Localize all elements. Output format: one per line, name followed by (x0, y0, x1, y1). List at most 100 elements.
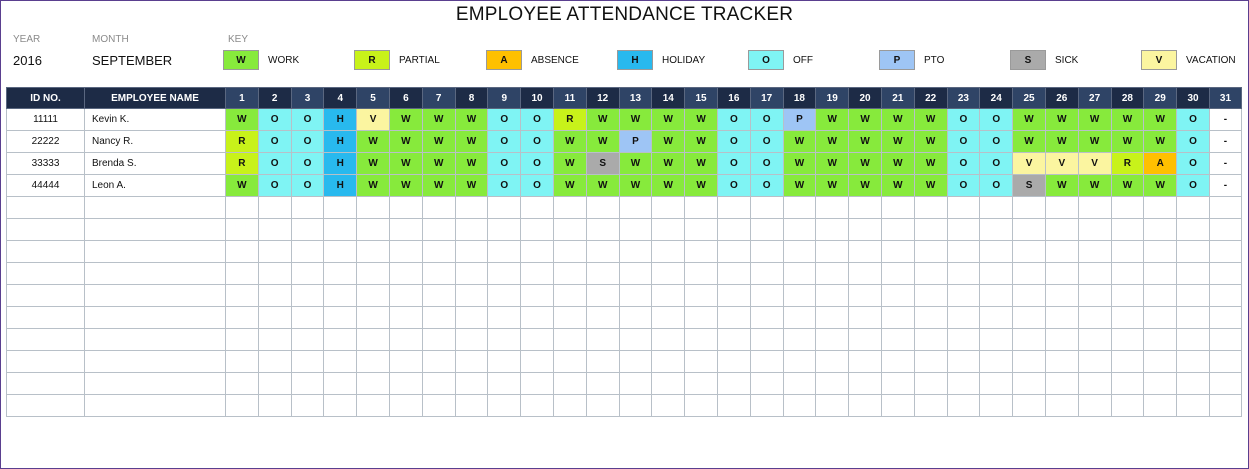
empty-cell[interactable] (290, 306, 325, 329)
attendance-cell[interactable]: W (782, 152, 817, 175)
attendance-cell[interactable]: - (1208, 108, 1243, 131)
empty-cell[interactable] (618, 350, 653, 373)
attendance-cell[interactable]: W (421, 130, 456, 153)
empty-cell[interactable] (84, 350, 226, 373)
attendance-cell[interactable]: W (1012, 108, 1046, 131)
empty-cell[interactable] (848, 262, 882, 285)
empty-cell[interactable] (585, 262, 620, 285)
empty-cell[interactable] (880, 328, 915, 351)
empty-cell[interactable] (225, 372, 259, 395)
empty-cell[interactable] (979, 372, 1014, 395)
attendance-cell[interactable]: W (880, 108, 915, 131)
empty-cell[interactable] (290, 196, 325, 219)
attendance-cell[interactable]: H (323, 108, 358, 131)
attendance-cell[interactable]: O (487, 174, 522, 197)
empty-cell[interactable] (913, 240, 948, 263)
empty-cell[interactable] (716, 394, 751, 417)
attendance-cell[interactable]: O (1176, 152, 1210, 175)
empty-cell[interactable] (454, 372, 489, 395)
empty-cell[interactable] (913, 372, 948, 395)
attendance-cell[interactable]: W (815, 130, 850, 153)
empty-cell[interactable] (257, 196, 292, 219)
attendance-cell[interactable]: W (454, 152, 489, 175)
empty-cell[interactable] (848, 394, 882, 417)
empty-cell[interactable] (1208, 218, 1243, 241)
empty-cell[interactable] (716, 328, 751, 351)
empty-cell[interactable] (1044, 372, 1079, 395)
empty-cell[interactable] (552, 284, 587, 307)
attendance-cell[interactable]: W (1077, 108, 1112, 131)
empty-cell[interactable] (749, 394, 784, 417)
attendance-cell[interactable]: W (618, 174, 653, 197)
empty-cell[interactable] (1012, 372, 1046, 395)
empty-cell[interactable] (585, 218, 620, 241)
empty-cell[interactable] (421, 240, 456, 263)
attendance-cell[interactable]: O (716, 108, 751, 131)
attendance-cell[interactable]: O (487, 130, 522, 153)
attendance-cell[interactable]: W (913, 174, 948, 197)
empty-cell[interactable] (782, 196, 817, 219)
attendance-cell[interactable]: W (1044, 108, 1079, 131)
attendance-cell[interactable]: O (257, 108, 292, 131)
empty-cell[interactable] (1110, 196, 1145, 219)
attendance-cell[interactable]: W (848, 130, 882, 153)
empty-cell[interactable] (815, 262, 850, 285)
empty-cell[interactable] (684, 394, 718, 417)
empty-cell[interactable] (848, 306, 882, 329)
empty-cell[interactable] (1110, 284, 1145, 307)
empty-cell[interactable] (487, 240, 522, 263)
empty-cell[interactable] (520, 196, 554, 219)
empty-cell[interactable] (323, 240, 358, 263)
attendance-cell[interactable]: W (684, 174, 718, 197)
empty-cell[interactable] (520, 284, 554, 307)
empty-cell[interactable] (1208, 328, 1243, 351)
empty-cell[interactable] (356, 350, 390, 373)
empty-cell[interactable] (848, 372, 882, 395)
empty-cell[interactable] (651, 262, 686, 285)
empty-cell[interactable] (356, 328, 390, 351)
empty-cell[interactable] (487, 350, 522, 373)
empty-cell[interactable] (1110, 328, 1145, 351)
empty-cell[interactable] (552, 306, 587, 329)
empty-cell[interactable] (848, 240, 882, 263)
empty-cell[interactable] (716, 350, 751, 373)
empty-cell[interactable] (946, 284, 981, 307)
empty-cell[interactable] (1110, 262, 1145, 285)
attendance-cell[interactable]: H (323, 174, 358, 197)
empty-cell[interactable] (979, 218, 1014, 241)
empty-cell[interactable] (257, 262, 292, 285)
attendance-cell[interactable]: W (421, 174, 456, 197)
attendance-cell[interactable]: W (585, 130, 620, 153)
empty-cell[interactable] (6, 372, 85, 395)
empty-cell[interactable] (6, 240, 85, 263)
empty-cell[interactable] (487, 394, 522, 417)
empty-cell[interactable] (6, 218, 85, 241)
empty-cell[interactable] (520, 350, 554, 373)
empty-cell[interactable] (815, 350, 850, 373)
empty-cell[interactable] (782, 350, 817, 373)
empty-cell[interactable] (487, 196, 522, 219)
empty-cell[interactable] (1110, 240, 1145, 263)
empty-cell[interactable] (84, 394, 226, 417)
attendance-cell[interactable]: O (520, 174, 554, 197)
empty-cell[interactable] (257, 240, 292, 263)
empty-cell[interactable] (1176, 262, 1210, 285)
empty-cell[interactable] (848, 350, 882, 373)
empty-cell[interactable] (84, 306, 226, 329)
empty-cell[interactable] (1176, 306, 1210, 329)
attendance-cell[interactable]: O (290, 152, 325, 175)
empty-cell[interactable] (6, 306, 85, 329)
attendance-cell[interactable]: W (388, 130, 423, 153)
empty-cell[interactable] (454, 262, 489, 285)
attendance-cell[interactable]: O (290, 174, 325, 197)
empty-cell[interactable] (716, 262, 751, 285)
empty-cell[interactable] (946, 394, 981, 417)
empty-cell[interactable] (323, 372, 358, 395)
empty-cell[interactable] (618, 240, 653, 263)
empty-cell[interactable] (290, 394, 325, 417)
attendance-cell[interactable]: S (585, 152, 620, 175)
attendance-cell[interactable]: W (618, 108, 653, 131)
empty-cell[interactable] (1012, 218, 1046, 241)
empty-cell[interactable] (618, 328, 653, 351)
empty-cell[interactable] (913, 262, 948, 285)
